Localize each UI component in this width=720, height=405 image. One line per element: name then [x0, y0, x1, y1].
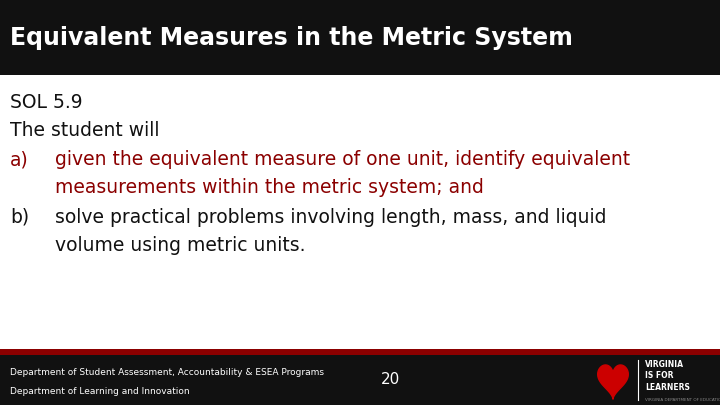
Text: The student will: The student will	[10, 121, 160, 140]
Text: VIRGINIA
IS FOR
LEARNERS: VIRGINIA IS FOR LEARNERS	[645, 360, 690, 392]
Text: Department of Student Assessment, Accountability & ESEA Programs: Department of Student Assessment, Accoun…	[10, 368, 324, 377]
Bar	[0, 355, 720, 405]
Text: measurements within the metric system; and: measurements within the metric system; a…	[55, 178, 484, 197]
Text: a): a)	[10, 150, 29, 169]
Text: b): b)	[10, 208, 29, 227]
Polygon shape	[598, 365, 629, 399]
Text: solve practical problems involving length, mass, and liquid: solve practical problems involving lengt…	[55, 208, 606, 227]
Text: SOL 5.9: SOL 5.9	[10, 93, 83, 112]
Text: Department of Learning and Innovation: Department of Learning and Innovation	[10, 386, 189, 396]
Text: Equivalent Measures in the Metric System: Equivalent Measures in the Metric System	[10, 26, 573, 49]
Text: volume using metric units.: volume using metric units.	[55, 236, 305, 255]
Text: given the equivalent measure of one unit, identify equivalent: given the equivalent measure of one unit…	[55, 150, 630, 169]
Text: 20: 20	[380, 373, 400, 388]
Bar	[0, 349, 720, 355]
Text: VIRGINIA DEPARTMENT OF EDUCATION: VIRGINIA DEPARTMENT OF EDUCATION	[645, 398, 720, 402]
Bar	[0, 0, 720, 75]
